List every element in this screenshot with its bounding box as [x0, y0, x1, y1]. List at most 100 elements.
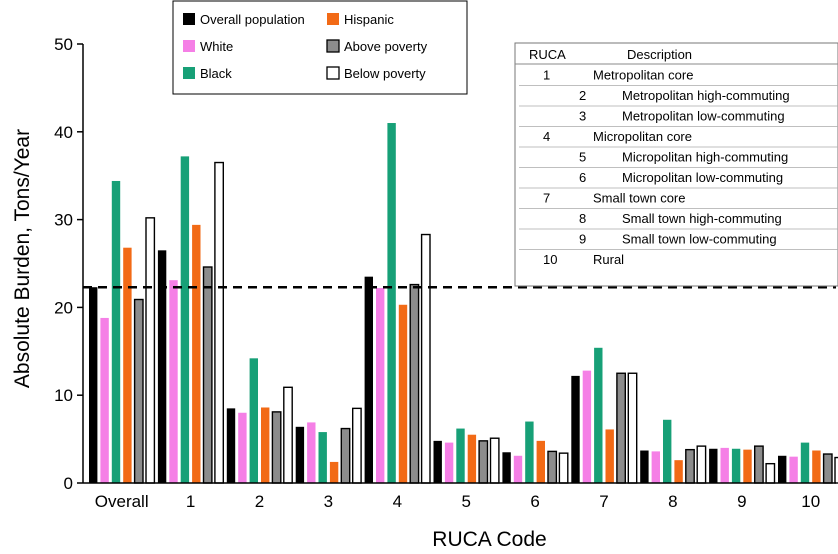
bar [467, 434, 477, 483]
bar [709, 448, 718, 483]
x-tick-label: 9 [737, 492, 746, 511]
bar [822, 453, 833, 484]
y-tick-label: 0 [64, 474, 73, 493]
bar [249, 358, 258, 483]
bar [89, 287, 98, 483]
bar [674, 460, 683, 483]
bar [100, 317, 109, 483]
legend: Overall population Hispanic White Above pov… [172, 0, 468, 95]
ruca-code: 8 [579, 211, 586, 226]
bar [789, 456, 798, 483]
bar [145, 217, 156, 484]
bar [123, 247, 132, 483]
bar [627, 372, 638, 484]
ruca-description: Rural [593, 252, 624, 267]
ruca-description: Metropolitan low-commuting [622, 109, 785, 124]
ruca-description: Micropolitan high-commuting [622, 150, 788, 165]
ruca-code: 7 [543, 191, 550, 206]
bar [329, 461, 339, 483]
ruca-description: Small town core [593, 191, 685, 206]
x-tick-label: 7 [599, 492, 608, 511]
ruca-description: Small town high-commuting [622, 211, 782, 226]
legend-label: Overall population [200, 12, 305, 27]
bar [398, 304, 408, 483]
bar [743, 449, 752, 483]
bar [307, 422, 316, 483]
ruca-header-code: RUCA [529, 47, 566, 62]
bar [318, 432, 327, 483]
bar [376, 288, 385, 483]
ruca-description: Micropolitan core [593, 129, 692, 144]
y-tick-label: 20 [54, 298, 73, 317]
bar [765, 462, 776, 484]
legend-label: White [200, 39, 233, 54]
x-tick-label: 1 [186, 492, 195, 511]
bar [754, 445, 764, 484]
bar [433, 440, 442, 483]
ruca-description: Metropolitan core [593, 68, 693, 83]
bar [525, 421, 534, 483]
ruca-code: 6 [579, 170, 586, 185]
bar [696, 445, 707, 484]
legend-swatch [183, 13, 195, 25]
bar [594, 347, 603, 483]
legend-box [172, 0, 468, 95]
bar [169, 280, 178, 483]
bar [226, 408, 236, 483]
ruca-code: 4 [543, 129, 550, 144]
legend-label: Above poverty [344, 39, 428, 54]
x-tick-label: 6 [530, 492, 539, 511]
bar [157, 250, 167, 483]
x-tick-label: Overall [95, 492, 149, 511]
x-tick-label: 3 [324, 492, 333, 511]
x-tick-label: 5 [461, 492, 470, 511]
bar [444, 442, 454, 483]
bar [340, 427, 351, 484]
x-tick-label: 4 [393, 492, 402, 511]
bar [731, 448, 741, 483]
legend-swatch [327, 13, 339, 25]
x-tick-label: 10 [801, 492, 820, 511]
bar [513, 455, 523, 483]
legend-label: Hispanic [344, 12, 394, 27]
bar [616, 372, 627, 484]
bar [685, 448, 695, 484]
bar [214, 161, 224, 484]
ruca-table-box [514, 42, 838, 287]
ruca-header-description: Description [627, 47, 692, 62]
y-tick-label: 50 [54, 35, 73, 54]
bar [387, 123, 396, 484]
bar [489, 437, 500, 484]
legend-swatch [326, 39, 340, 53]
ruca-description: Micropolitan low-commuting [622, 170, 783, 185]
bar [364, 276, 373, 483]
x-tick-label: 2 [255, 492, 264, 511]
bar [663, 419, 672, 483]
bar [133, 298, 144, 484]
ruca-code: 9 [579, 232, 586, 247]
bar [238, 412, 247, 483]
chart-bars [89, 123, 838, 484]
ruca-description-table: RUCA Description 1 Metropolitan core 2 Metrop… [514, 42, 838, 287]
bar [180, 156, 190, 483]
bar [456, 428, 465, 483]
bar [111, 180, 121, 483]
bar [812, 450, 821, 483]
bar [192, 224, 201, 483]
y-axis-ticks: 0 10 20 30 40 50 [54, 35, 84, 493]
bar [834, 456, 838, 484]
bar [271, 411, 282, 484]
x-axis: Overall 1 2 3 4 5 6 7 8 9 10 [95, 492, 820, 511]
bar [640, 450, 649, 483]
bar [778, 455, 787, 483]
bar [202, 266, 213, 484]
bar [571, 375, 580, 483]
legend-swatch [183, 40, 195, 52]
bar [261, 407, 270, 483]
bar [720, 447, 729, 483]
bar [547, 450, 558, 484]
ruca-code: 2 [579, 88, 586, 103]
ruca-code: 5 [579, 150, 586, 165]
ruca-code: 3 [579, 109, 586, 124]
